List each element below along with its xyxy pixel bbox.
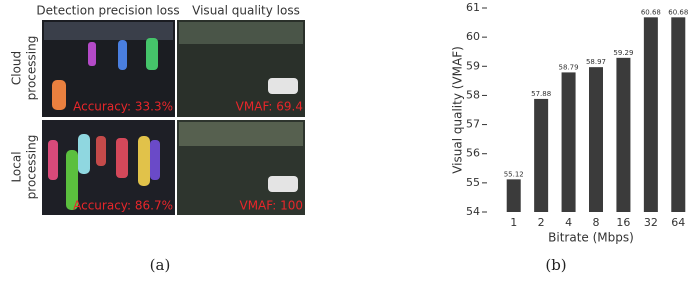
detection-box [150,140,160,180]
image-detail [44,22,173,40]
x-tick-label: 16 [616,216,630,229]
y-tick-label: 59 [466,59,480,72]
value-label: 57.88 [531,90,551,98]
x-tick-label: 8 [593,216,600,229]
bar [534,99,548,212]
vmaf-label: VMAF: 69.4 [236,100,303,114]
y-tick-label: 57 [466,118,480,131]
bar [589,67,603,212]
x-axis-label: Bitrate (Mbps) [548,231,634,245]
car [268,176,298,192]
detection-box [116,138,128,178]
y-tick-label: 54 [466,205,480,218]
x-tick-label: 1 [510,216,517,229]
detection-box [96,136,106,166]
y-tick-label: 61 [466,1,480,14]
value-label: 60.68 [641,8,661,16]
value-label: 60.68 [668,8,688,16]
image-grid [42,20,305,215]
detection-box [146,38,158,70]
car [268,78,298,94]
row-label: Local [10,151,24,182]
y-tick-label: 56 [466,147,480,160]
y-axis-label: Visual quality (VMAF) [451,46,465,174]
column-header: Visual quality loss [192,4,300,18]
detection-box [52,80,66,110]
row-label: processing [25,36,39,101]
detection-box [48,140,58,180]
bar [507,179,521,212]
y-tick-label: 55 [466,176,480,189]
x-tick-label: 4 [565,216,572,229]
y-tick-label: 60 [466,30,480,43]
caption: (b) [545,256,566,274]
bar [671,17,685,212]
figure: Detection precision loss Visual quality … [0,0,693,282]
accuracy-label: Accuracy: 86.7% [73,199,173,213]
detection-box [88,42,96,66]
bar [616,58,630,212]
vmaf-label: VMAF: 100 [239,199,303,213]
detection-box [118,40,127,70]
row-label: Cloud [10,51,24,85]
detection-box [78,134,90,174]
x-tick-label: 32 [644,216,658,229]
y-tick-label: 58 [466,88,480,101]
caption: (a) [150,256,171,274]
x-tick-label: 64 [671,216,685,229]
value-label: 58.79 [559,63,579,71]
accuracy-label: Accuracy: 33.3% [73,100,173,114]
bar [562,72,576,212]
image-detail [179,122,303,146]
column-header: Detection precision loss [36,4,179,18]
detection-box [138,136,150,186]
x-tick-label: 2 [538,216,545,229]
value-label: 55.12 [504,170,524,178]
value-label: 59.29 [613,49,633,57]
row-label: processing [25,135,39,200]
value-label: 58.97 [586,58,606,66]
image-detail [179,22,303,44]
bar [644,17,658,212]
